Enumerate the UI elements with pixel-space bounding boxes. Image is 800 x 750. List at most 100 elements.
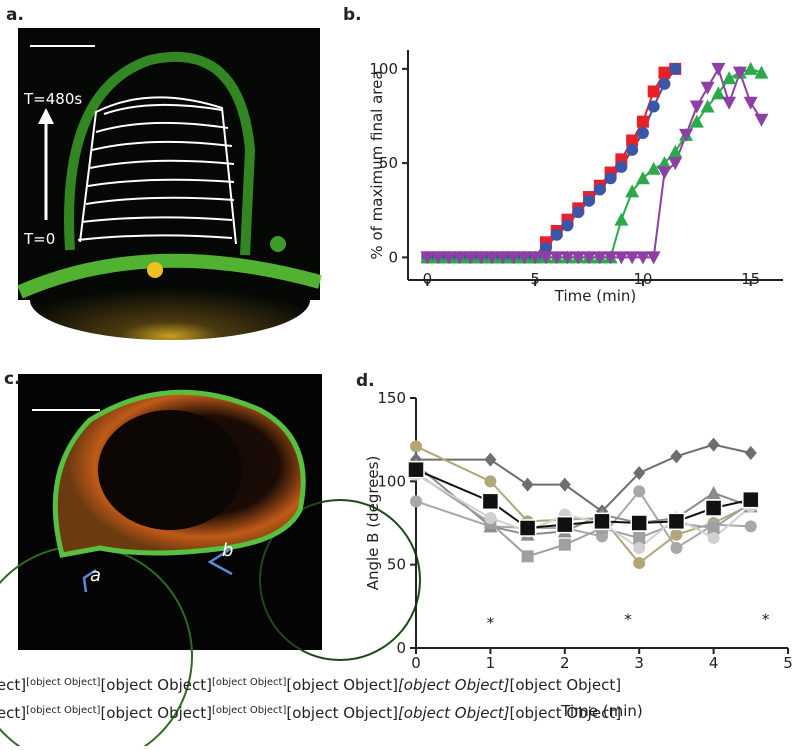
panel-label: d. [356,371,375,391]
marker [556,515,574,534]
marker [474,251,489,265]
panel-label: c. [4,369,21,389]
x-tick-label: 3 [634,654,644,672]
annotation: * [487,614,495,632]
panel-label: b. [343,5,362,25]
marker [633,466,646,480]
marker [689,100,704,114]
caption-part: [object Object] [0,676,26,694]
caption-part: [object Object] [100,676,212,694]
x-tick-label: 5 [530,270,540,288]
marker [463,251,478,265]
y-tick-label: 0 [396,639,406,657]
marker [539,241,552,254]
y-tick-label: 50 [379,154,398,172]
marker [668,157,683,171]
marker [484,475,497,488]
marker [593,512,611,531]
marker [485,251,500,265]
angle-label: b [222,540,233,561]
marker [410,440,422,453]
series-line [415,463,752,536]
marker [633,532,646,544]
caption-part: [object Object] [286,704,398,722]
marker [633,542,646,554]
marker [700,81,715,95]
marker [420,251,435,265]
marker [615,160,628,173]
marker [603,251,618,265]
marker [549,251,564,265]
marker [484,512,497,524]
y-axis-label: % of maximum final area [368,70,386,259]
caption-part: [object Object] [26,705,100,716]
marker [633,485,646,498]
y-tick-label: 100 [369,60,398,78]
y-tick-label: 150 [377,389,406,407]
marker [630,514,648,532]
x-tick-label: 0 [411,654,421,672]
marker [711,62,726,76]
marker [521,550,534,563]
caption-part: [object Object] [212,705,286,716]
panel-label: a. [6,5,24,25]
marker [689,114,704,128]
marker [667,512,686,531]
micrograph-a [17,28,322,340]
marker [583,194,596,207]
marker [657,166,672,180]
marker [744,520,757,533]
marker [410,495,422,508]
annotation: * [762,611,770,629]
marker [626,143,639,156]
caption-part: [object Object] [26,677,100,688]
marker [754,113,769,127]
marker [625,184,640,198]
marker [517,251,532,265]
marker [679,128,694,142]
caption-part: [object Object] [286,676,398,694]
marker [646,161,661,175]
marker [560,251,575,265]
marker [561,219,574,232]
marker [657,156,672,170]
x-tick-label: 2 [560,654,570,672]
marker [614,251,629,265]
caption-part: [object Object] [510,704,622,722]
caption-line: [object Object][object Object][object Ob… [0,704,621,722]
marker [722,71,737,85]
caption-part: [object Object] [100,704,212,722]
x-tick-label: 10 [633,270,652,288]
caption-line: [object Object][object Object][object Ob… [0,676,621,694]
x-axis-label: Time (min) [560,702,642,720]
marker [626,134,639,147]
marker [722,96,737,110]
marker [706,486,721,499]
caption-part: [object Object] [398,704,510,722]
marker [572,206,585,219]
marker [635,171,650,185]
series-line [427,67,762,259]
marker [484,452,497,467]
x-axis-label: Time (min) [554,287,636,305]
marker [593,183,606,196]
marker [550,228,563,241]
marker [592,251,607,265]
marker [558,477,571,492]
marker [711,86,726,100]
marker [658,77,671,90]
marker [646,251,661,265]
marker [743,61,758,75]
marker [636,126,649,139]
marker [647,85,660,98]
marker [704,499,723,517]
marker [744,446,757,460]
caption-part: [object Object] [510,676,622,694]
marker [669,62,682,75]
marker [742,490,760,509]
x-tick-label: 4 [709,654,719,672]
x-tick-label: 1 [486,654,496,672]
marker [647,100,660,113]
marker [528,251,543,265]
